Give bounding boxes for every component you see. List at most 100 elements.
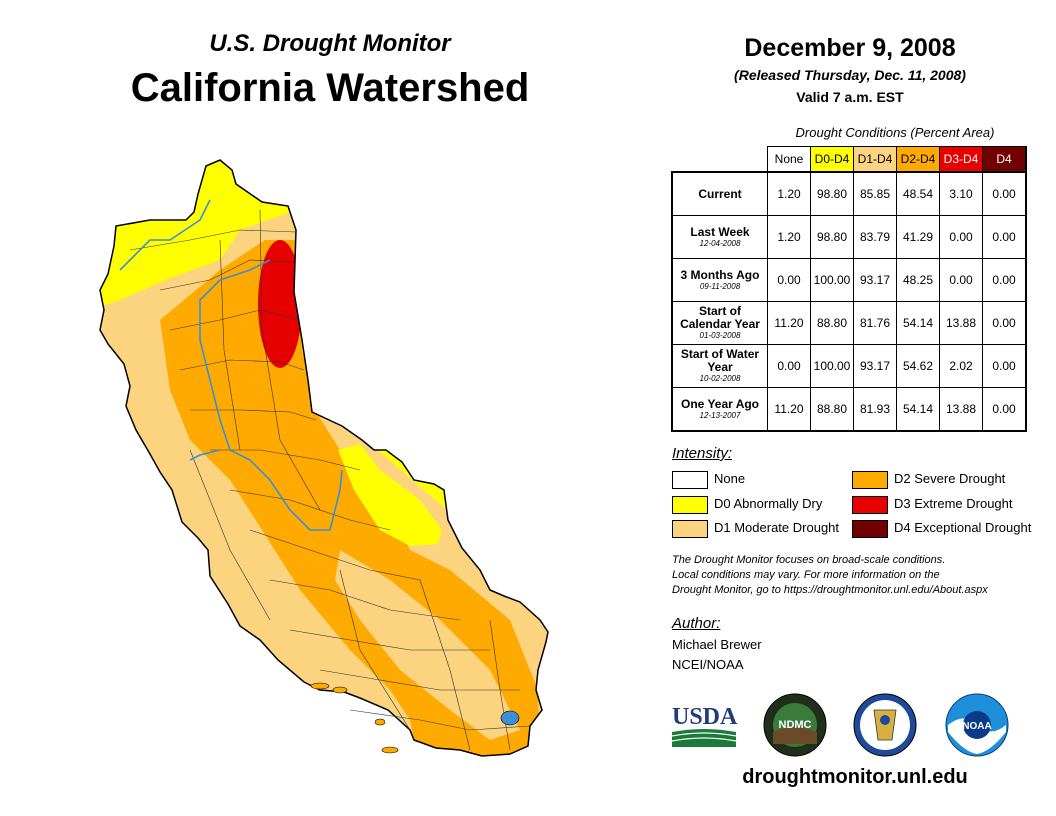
- table-cell: 11.20: [767, 387, 811, 432]
- table-cell: 88.80: [810, 387, 854, 432]
- row-label: Last Week 12-04-2008: [671, 215, 768, 259]
- legend-item-d2: D2 Severe Drought: [852, 470, 1005, 489]
- table-row-last-week: Last Week 12-04-2008 1.20 98.80 83.79 41.…: [671, 215, 1027, 259]
- table-row-start-of-water-year: Start of Water Year 10-02-2008 0.00 100.0…: [671, 344, 1027, 388]
- author-title: Author:: [672, 615, 721, 632]
- table-cell: 0.00: [982, 215, 1027, 259]
- salton-sea: [500, 710, 520, 726]
- table-corner: [672, 146, 768, 173]
- row-label-text: Last Week: [690, 224, 750, 239]
- legend-swatch: [852, 470, 888, 489]
- legend-swatch: [672, 495, 708, 514]
- legend-item-d3: D3 Extreme Drought: [852, 495, 1013, 514]
- legend-label: None: [714, 471, 746, 486]
- row-label-text: One Year Ago: [680, 396, 760, 411]
- legend-label: D0 Abnormally Dry: [714, 496, 823, 511]
- table-cell: 93.17: [853, 258, 897, 302]
- table-cell: 13.88: [939, 301, 983, 345]
- col-header-d1-d4: D1-D4: [853, 146, 897, 173]
- website-url: droughtmonitor.unl.edu: [742, 766, 968, 788]
- legend-label: D3 Extreme Drought: [894, 496, 1013, 511]
- row-label-text: 3 Months Ago: [680, 267, 760, 282]
- noaa-logo: NOAA: [945, 693, 1009, 757]
- legend-swatch: [672, 470, 708, 489]
- col-header-d2-d4: D2-D4: [896, 146, 940, 173]
- d1-southern-band: [335, 550, 520, 740]
- table-row-one-year-ago: One Year Ago 12-13-2007 11.20 88.80 81.93…: [671, 387, 1027, 432]
- table-cell: 13.88: [939, 387, 983, 432]
- table-cell: 54.14: [896, 301, 940, 345]
- table-cell: 81.93: [853, 387, 897, 432]
- row-date: 10-02-2008: [699, 374, 741, 383]
- table-cell: 48.25: [896, 258, 940, 302]
- col-header-d4: D4: [982, 146, 1027, 173]
- table-cell: 100.00: [810, 344, 854, 388]
- california-watershed-map: [99, 159, 549, 757]
- table-cell: 0.00: [982, 171, 1027, 216]
- d3-zone: [258, 240, 302, 368]
- table-cell: 0.00: [767, 258, 811, 302]
- row-label-text: Current: [698, 186, 742, 201]
- table-header-row: None D0-D4 D1-D4 D2-D4 D3-D4 D4: [672, 146, 1027, 173]
- legend-swatch: [852, 519, 888, 538]
- legend-title: Intensity:: [672, 445, 733, 462]
- note-line: The Drought Monitor focuses on broad-sca…: [672, 554, 946, 566]
- table-cell: 98.80: [810, 215, 854, 259]
- table-cell: 81.76: [853, 301, 897, 345]
- table-cell: 0.00: [982, 258, 1027, 302]
- table-cell: 98.80: [810, 171, 854, 216]
- col-header-d0-d4: D0-D4: [810, 146, 854, 173]
- author-organization: NCEI/NOAA: [672, 657, 744, 672]
- legend-label: D4 Exceptional Drought: [894, 520, 1032, 535]
- table-cell: 85.85: [853, 171, 897, 216]
- table-cell: 0.00: [767, 344, 811, 388]
- table-cell: 2.02: [939, 344, 983, 388]
- noaa-logo-text: NOAA: [962, 721, 991, 732]
- table-cell: 83.79: [853, 215, 897, 259]
- col-header-none: None: [767, 146, 811, 173]
- usda-logo: USDA: [671, 704, 738, 747]
- table-cell: 93.17: [853, 344, 897, 388]
- table-cell: 1.20: [767, 215, 811, 259]
- table-caption: Drought Conditions (Percent Area): [795, 125, 995, 140]
- table-cell: 41.29: [896, 215, 940, 259]
- table-cell: 54.62: [896, 344, 940, 388]
- channel-islands: [310, 682, 399, 754]
- d0-sierra-zone: [338, 444, 442, 546]
- row-label-text: Start of Water Year: [680, 347, 760, 374]
- watershed-outline: [99, 159, 549, 757]
- author-name: Michael Brewer: [672, 637, 762, 652]
- legend-label: D1 Moderate Drought: [714, 520, 840, 535]
- commerce-logo: [853, 693, 917, 757]
- row-label-text: Start of Calendar Year: [680, 304, 760, 331]
- row-label: Start of Calendar Year 01-03-2008: [671, 301, 768, 345]
- disclaimer-note: The Drought Monitor focuses on broad-sca…: [672, 553, 1052, 598]
- map-date: December 9, 2008: [744, 34, 956, 62]
- subbasin-boundaries: [129, 209, 531, 751]
- table-cell: 0.00: [982, 301, 1027, 345]
- row-date: 01-03-2008: [699, 331, 741, 340]
- map-title: California Watershed: [130, 66, 530, 110]
- row-label: Start of Water Year 10-02-2008: [671, 344, 768, 388]
- legend-item-none: None: [672, 470, 746, 489]
- legend-item-d4: D4 Exceptional Drought: [852, 519, 1032, 538]
- legend-swatch: [672, 519, 708, 538]
- table-cell: 0.00: [982, 387, 1027, 432]
- table-cell: 100.00: [810, 258, 854, 302]
- row-label: Current: [671, 171, 768, 216]
- table-row-3-months-ago: 3 Months Ago 09-11-2008 0.00 100.00 93.17…: [671, 258, 1027, 302]
- table-row-start-of-calendar-year: Start of Calendar Year 01-03-2008 11.20 8…: [671, 301, 1027, 345]
- drought-conditions-table: None D0-D4 D1-D4 D2-D4 D3-D4 D4 Current …: [671, 146, 1027, 432]
- table-cell: 0.00: [939, 215, 983, 259]
- row-date: 12-04-2008: [699, 238, 741, 248]
- legend-item-d1: D1 Moderate Drought: [672, 519, 840, 538]
- legend-swatch: [852, 495, 888, 514]
- row-date: 12-13-2007: [699, 410, 741, 420]
- row-date: 09-11-2008: [699, 281, 741, 291]
- note-line: Local conditions may vary. For more info…: [672, 569, 940, 581]
- col-header-d3-d4: D3-D4: [939, 146, 983, 173]
- usda-logo-text: USDA: [672, 704, 738, 730]
- valid-time: Valid 7 a.m. EST: [796, 89, 904, 105]
- table-cell: 0.00: [939, 258, 983, 302]
- table-cell: 11.20: [767, 301, 811, 345]
